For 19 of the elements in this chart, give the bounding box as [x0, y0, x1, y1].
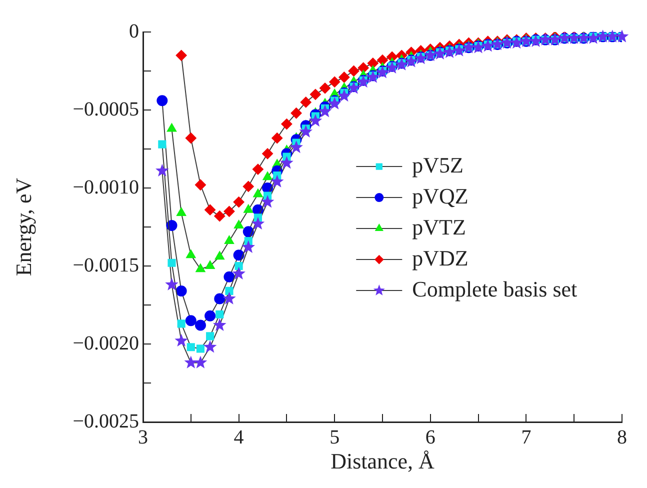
- y-tick-label: −0.0015: [72, 254, 139, 276]
- legend-label: Complete basis set: [412, 276, 578, 302]
- y-tick-label: 0: [129, 20, 139, 42]
- y-tick-label: −0.0010: [72, 176, 139, 198]
- x-tick-label: 7: [521, 426, 532, 448]
- legend-label: pVTZ: [412, 214, 466, 240]
- x-tick-label: 3: [138, 426, 148, 448]
- y-tick-label: −0.0020: [72, 332, 139, 354]
- legend-label: pVDZ: [412, 245, 468, 270]
- x-tick-label: 5: [330, 426, 340, 448]
- y-tick-label: −0.0005: [72, 98, 139, 120]
- legend-label: pVQZ: [412, 183, 468, 208]
- x-tick-label: 8: [617, 426, 627, 448]
- legend-label: pV5Z: [412, 152, 464, 178]
- x-tick-label: 4: [234, 426, 244, 448]
- y-tick-label: −0.0025: [72, 410, 139, 432]
- x-axis-title: Distance, Å: [330, 448, 435, 474]
- y-axis-title: Energy, eV: [10, 178, 36, 276]
- x-tick-label: 6: [425, 426, 436, 448]
